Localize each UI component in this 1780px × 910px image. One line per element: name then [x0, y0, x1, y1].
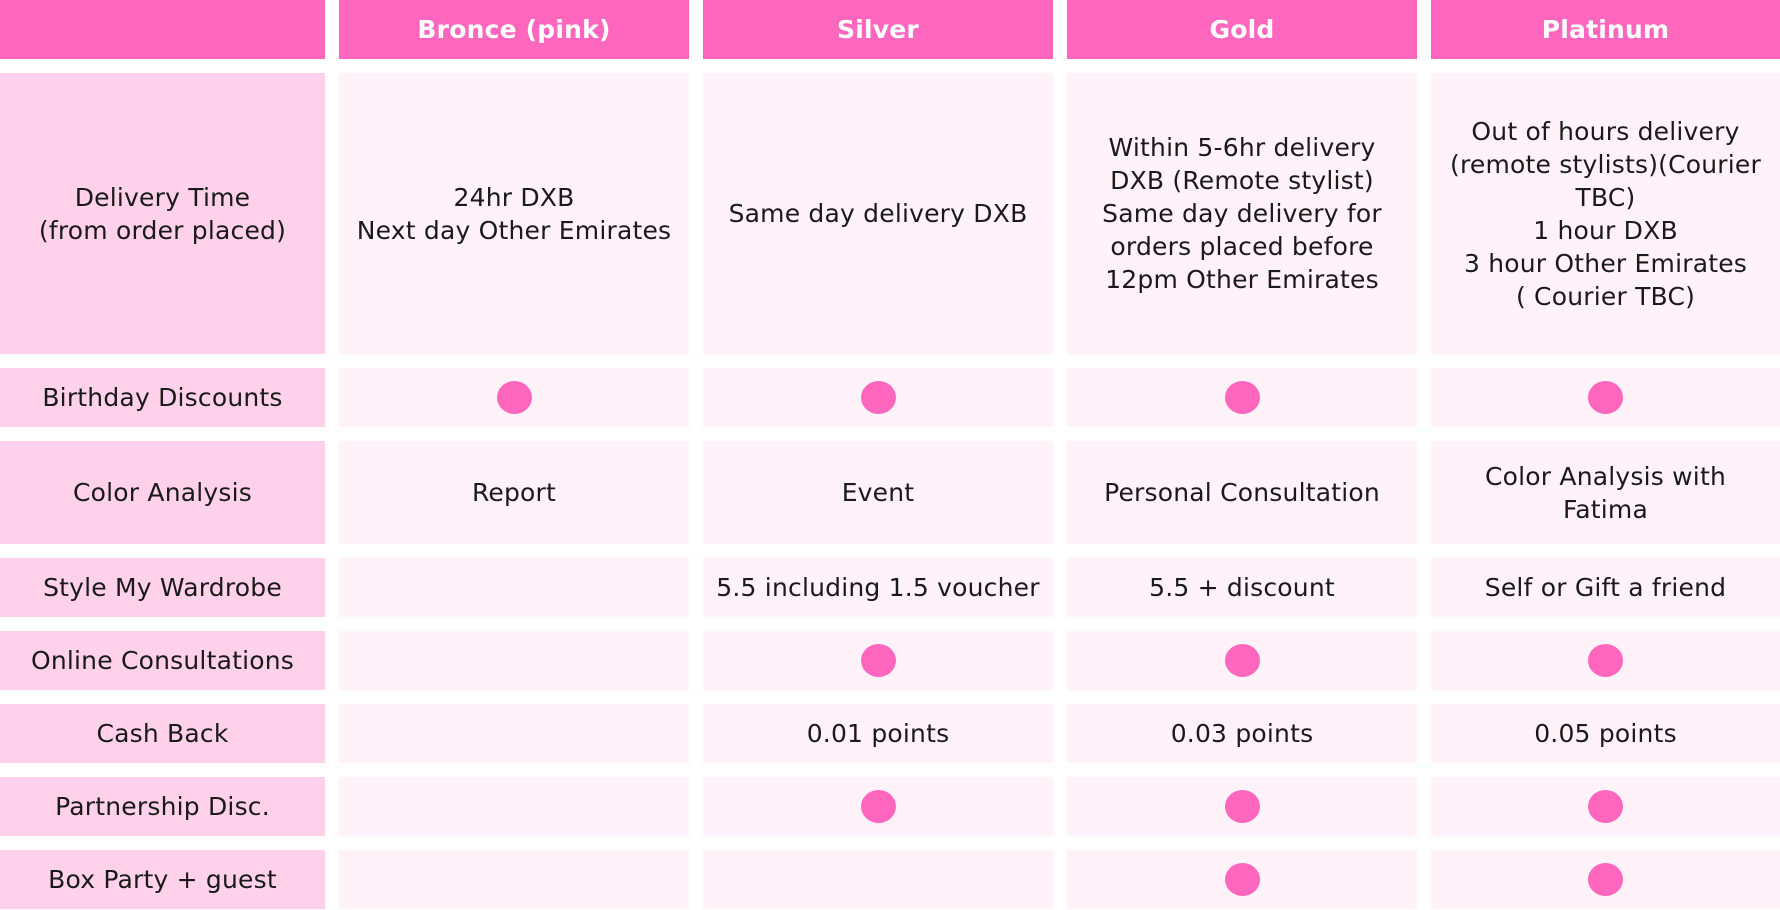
- cell-value: Report: [339, 441, 689, 544]
- table-row: Online Consultations: [0, 631, 1780, 690]
- cell-value: Same day delivery DXB: [703, 73, 1053, 354]
- cell-value: 0.01 points: [703, 704, 1053, 763]
- cell-value: 5.5 including 1.5 voucher: [703, 558, 1053, 617]
- row-label: Cash Back: [0, 704, 325, 763]
- cell-value: Within 5-6hr delivery DXB (Remote stylis…: [1067, 73, 1417, 354]
- included-dot-icon: [1588, 381, 1623, 414]
- included-dot-icon: [860, 644, 896, 677]
- included-dot-icon: [1224, 790, 1260, 823]
- included-dot-icon: [1588, 863, 1623, 896]
- table-row: Delivery Time (from order placed) 24hr D…: [0, 73, 1780, 354]
- cell-check: [1431, 631, 1780, 690]
- cell-check: [703, 368, 1053, 427]
- table-row: Style My Wardrobe 5.5 including 1.5 vouc…: [0, 558, 1780, 617]
- cell-value: Color Analysis with Fatima: [1431, 441, 1780, 544]
- header-cell-gold: Gold: [1067, 0, 1417, 59]
- row-label: Delivery Time (from order placed): [0, 73, 325, 354]
- cell-check: [339, 850, 689, 909]
- cell-value: 5.5 + discount: [1067, 558, 1417, 617]
- cell-value: 0.03 points: [1067, 704, 1417, 763]
- cell-check: [703, 777, 1053, 836]
- cell-check: [1067, 777, 1417, 836]
- table-header-row: Bronce (pink) Silver Gold Platinum: [0, 0, 1780, 59]
- included-dot-icon: [1588, 644, 1623, 677]
- row-label: Birthday Discounts: [0, 368, 325, 427]
- header-cell-silver: Silver: [703, 0, 1053, 59]
- cell-value: [339, 558, 689, 617]
- row-label: Style My Wardrobe: [0, 558, 325, 617]
- table-row: Color Analysis Report Event Personal Con…: [0, 441, 1780, 544]
- included-dot-icon: [860, 790, 896, 823]
- cell-check: [1067, 850, 1417, 909]
- included-dot-icon: [860, 381, 896, 414]
- cell-check: [339, 777, 689, 836]
- cell-check: [703, 631, 1053, 690]
- cell-check: [339, 631, 689, 690]
- table-row: Birthday Discounts: [0, 368, 1780, 427]
- cell-check: [339, 368, 689, 427]
- cell-value: [339, 704, 689, 763]
- cell-check: [1431, 368, 1780, 427]
- included-dot-icon: [1224, 644, 1260, 677]
- cell-check: [1431, 777, 1780, 836]
- row-label: Online Consultations: [0, 631, 325, 690]
- cell-check: [1067, 368, 1417, 427]
- row-label: Color Analysis: [0, 441, 325, 544]
- cell-check: [1067, 631, 1417, 690]
- row-label: Box Party + guest: [0, 850, 325, 909]
- header-cell-empty: [0, 0, 325, 59]
- header-cell-bronce: Bronce (pink): [339, 0, 689, 59]
- header-cell-platinum: Platinum: [1431, 0, 1780, 59]
- cell-value: 24hr DXB Next day Other Emirates: [339, 73, 689, 354]
- cell-value: Self or Gift a friend: [1431, 558, 1780, 617]
- cell-value: Event: [703, 441, 1053, 544]
- cell-value: 0.05 points: [1431, 704, 1780, 763]
- included-dot-icon: [496, 381, 532, 414]
- included-dot-icon: [1224, 381, 1260, 414]
- cell-value: Personal Consultation: [1067, 441, 1417, 544]
- cell-check: [703, 850, 1053, 909]
- cell-check: [1431, 850, 1780, 909]
- cell-value: Out of hours delivery (remote stylists)(…: [1431, 73, 1780, 354]
- included-dot-icon: [1588, 790, 1623, 823]
- row-label: Partnership Disc.: [0, 777, 325, 836]
- table-row: Cash Back 0.01 points 0.03 points 0.05 p…: [0, 704, 1780, 763]
- included-dot-icon: [1224, 863, 1260, 896]
- table-row: Partnership Disc.: [0, 777, 1780, 836]
- table-row: Box Party + guest: [0, 850, 1780, 909]
